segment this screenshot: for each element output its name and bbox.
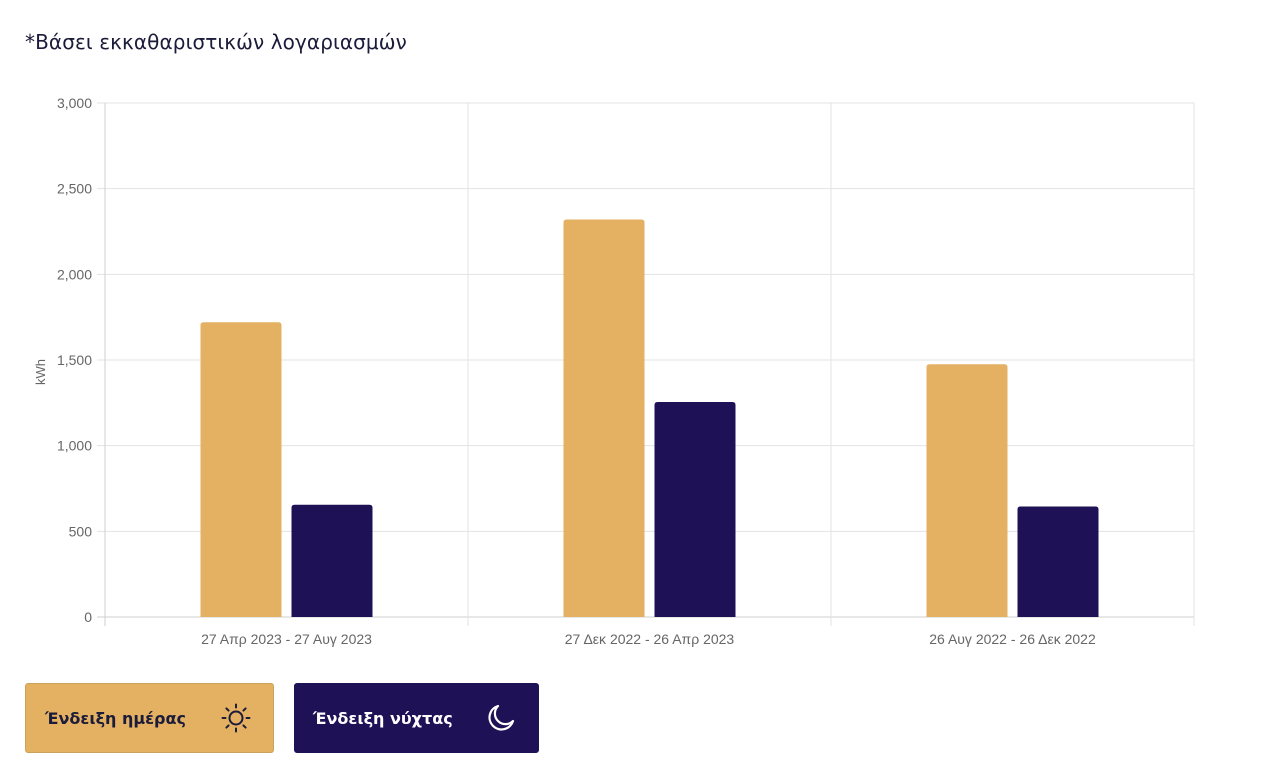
bar-day-reading: [200, 322, 282, 617]
chart-bars: [200, 219, 1099, 618]
x-tick-label: 27 Δεκ 2022 - 26 Απρ 2023: [565, 631, 735, 647]
night-reading-legend-button[interactable]: Ένδειξη νύχτας: [294, 683, 539, 753]
y-tick-label: 1,000: [57, 438, 92, 454]
bar-day-reading: [563, 219, 645, 618]
chart-footnote: *Βάσει εκκαθαριστικών λογαριασμών: [25, 30, 407, 54]
y-tick-label: 2,500: [57, 181, 92, 197]
bar-night-reading: [654, 401, 736, 617]
day-reading-label: Ένδειξη ημέρας: [45, 708, 186, 728]
bar-chart: 0 500 1,000 1,500 2,000 2,500 3,000 27 Απρ 202…: [33, 95, 1195, 647]
y-tick-label: 3,000: [57, 95, 92, 111]
bar-day-reading: [926, 364, 1008, 617]
bar-night-reading: [1017, 506, 1099, 617]
x-axis-ticks: 27 Απρ 2023 - 27 Αυγ 2023 27 Δεκ 2022 - 2…: [201, 631, 1096, 647]
y-axis-label: kWh: [33, 359, 48, 385]
y-tick-label: 2,000: [57, 266, 92, 282]
y-tick-label: 500: [69, 523, 93, 539]
y-axis-ticks: 0 500 1,000 1,500 2,000 2,500 3,000: [57, 95, 92, 625]
moon-icon: [486, 703, 516, 733]
night-reading-label: Ένδειξη νύχτας: [313, 708, 453, 728]
y-tick-label: 0: [84, 609, 92, 625]
sun-icon: [221, 703, 251, 733]
x-tick-label: 26 Αυγ 2022 - 26 Δεκ 2022: [929, 631, 1096, 647]
day-reading-legend-button[interactable]: Ένδειξη ημέρας: [25, 683, 274, 753]
bar-night-reading: [291, 504, 373, 617]
y-tick-label: 1,500: [57, 352, 92, 368]
x-tick-label: 27 Απρ 2023 - 27 Αυγ 2023: [201, 631, 372, 647]
